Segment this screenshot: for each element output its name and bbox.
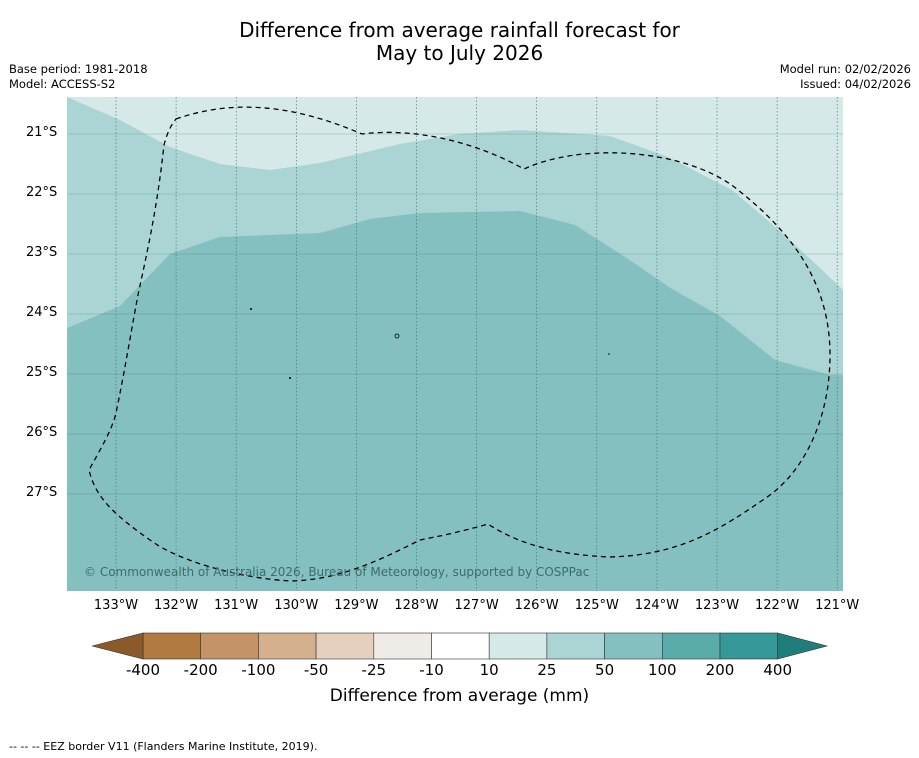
colorbar-tick-label: 10 — [479, 661, 499, 679]
colorbar-label: Difference from average (mm) — [329, 686, 590, 706]
colorbar-over-arrow — [777, 632, 829, 660]
colorbar-tick-label: -400 — [125, 661, 161, 679]
longitude-label: 127°W — [454, 598, 499, 613]
island-ring — [394, 333, 400, 339]
colorbar-tick-label: -10 — [419, 661, 444, 679]
longitude-label: 123°W — [694, 598, 740, 613]
latitude-label: 25°S — [26, 365, 58, 380]
colorbar-tick-label: 25 — [537, 661, 557, 679]
latitude-label: 24°S — [26, 305, 58, 320]
gridlines — [67, 97, 843, 591]
colorbar-tick-label: -25 — [361, 661, 387, 679]
model-run: Model run: 02/02/2026 — [779, 62, 911, 76]
colorbar-swatch — [604, 632, 663, 660]
longitude-label: 133°W — [93, 598, 139, 613]
colorbar-swatch — [142, 632, 202, 660]
model-name: Model: ACCESS-S2 — [9, 77, 116, 91]
footer-note: -- -- -- EEZ border V11 (Flanders Marine… — [9, 740, 318, 753]
longitude-label: 130°W — [274, 598, 319, 613]
colorbar-tick-label: 400 — [763, 661, 792, 679]
colorbar-tick-label: -50 — [303, 661, 329, 679]
longitude-label: 126°W — [514, 598, 559, 613]
colorbar-swatch — [315, 632, 375, 660]
colorbar-tick-label: 50 — [595, 661, 615, 679]
colorbar-swatch — [200, 632, 259, 660]
longitude-label: 131°W — [214, 598, 259, 613]
colorbar-swatch — [661, 632, 721, 660]
longitude-label: 122°W — [755, 598, 800, 613]
longitude-label: 128°W — [394, 598, 439, 613]
meta-right: Model run: 02/02/2026 Issued: 04/02/2026 — [780, 62, 911, 92]
island-dot — [289, 377, 291, 379]
colorbar-swatch — [373, 632, 432, 660]
colorbar-under-arrow — [91, 632, 144, 660]
latitude-label: 27°S — [26, 485, 58, 500]
longitude-label: 129°W — [334, 598, 379, 613]
longitude-label: 124°W — [634, 598, 679, 613]
eez-border — [88, 106, 831, 582]
colorbar-tick-label: -200 — [183, 661, 218, 679]
title-line-2: May to July 2026 — [375, 41, 544, 65]
colorbar-swatch — [719, 632, 779, 660]
colorbar-swatch — [546, 632, 605, 660]
latitude-label: 23°S — [26, 245, 58, 260]
colorbar-tick-label: -100 — [241, 661, 276, 679]
issued-date: Issued: 04/02/2026 — [800, 77, 911, 91]
colorbar — [91, 632, 829, 660]
region-10-25 — [67, 97, 843, 290]
colorbar-swatch — [258, 632, 317, 660]
longitude-label: 121°W — [815, 598, 860, 613]
latitude-label: 21°S — [26, 125, 58, 140]
island-dot — [608, 353, 610, 355]
meta-left: Base period: 1981-2018 Model: ACCESS-S2 — [9, 62, 148, 92]
latitude-label: 26°S — [26, 425, 58, 440]
copyright-credit: © Commonwealth of Australia 2026, Bureau… — [84, 565, 590, 579]
longitude-label: 125°W — [574, 598, 619, 613]
colorbar-swatch — [431, 632, 490, 660]
region-25-50-top — [67, 97, 843, 140]
island-dot — [250, 308, 252, 310]
colorbar-tick-label: 200 — [705, 661, 735, 679]
latitude-label: 22°S — [26, 185, 58, 200]
colorbar-swatch — [488, 632, 548, 660]
title-line-1: Difference from average rainfall forecas… — [239, 18, 680, 42]
longitude-label: 132°W — [154, 598, 199, 613]
base-period: Base period: 1981-2018 — [9, 62, 148, 76]
colorbar-tick-label: 100 — [647, 661, 677, 679]
